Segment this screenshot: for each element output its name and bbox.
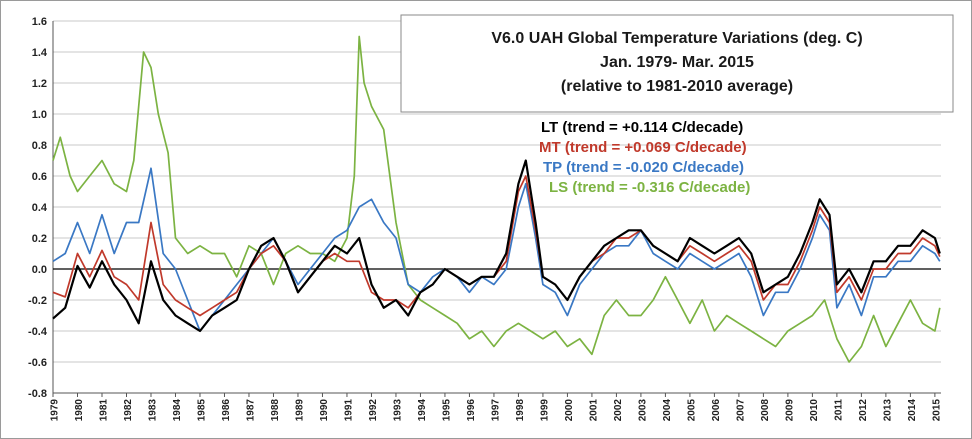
y-tick-label: 1.6 — [32, 16, 47, 28]
tick-labels: 1.6 1.4 1.2 1.0 0.8 0.6 0.4 0.2 0.0 -0.2 -0.4 -0.6 -… — [28, 16, 942, 421]
y-tick-label: -0.4 — [28, 326, 48, 338]
legend-entry-ls: LS (trend = -0.316 C/decade) — [549, 179, 750, 196]
x-tick-label: 1986 — [221, 399, 232, 422]
y-tick-label: 0.8 — [32, 140, 47, 152]
y-tick-label: -0.2 — [28, 295, 47, 307]
legend-entry-tp: TP (trend = -0.020 C/decade) — [543, 159, 744, 176]
x-tick-label: 1981 — [98, 399, 109, 422]
x-tick-label: 2002 — [613, 399, 624, 422]
x-tick-label: 2014 — [907, 399, 918, 422]
x-tick-label: 1993 — [392, 399, 403, 422]
series-line-ls — [52, 35, 941, 363]
chart-subtitle-baseline: (relative to 1981-2010 average) — [561, 78, 793, 95]
x-tick-label: 1984 — [172, 399, 183, 422]
x-tick-label: 2015 — [931, 399, 942, 422]
y-tick-label: 1.2 — [32, 78, 47, 90]
x-tick-label: 2006 — [711, 399, 722, 422]
title-box: V6.0 UAH Global Temperature Variations (… — [400, 14, 954, 113]
x-tick-label: 2003 — [637, 399, 648, 422]
x-tick-label: 1989 — [294, 399, 305, 422]
series-lines — [52, 35, 941, 363]
x-tick-label: 2005 — [686, 399, 697, 422]
y-tick-label: 1.0 — [32, 109, 47, 121]
x-tick-label: 1987 — [245, 399, 256, 422]
x-tick-label: 1988 — [270, 399, 281, 422]
title-box-frame — [400, 14, 954, 113]
x-tick-label: 2010 — [809, 399, 820, 422]
chart-subtitle-date-range: Jan. 1979- Mar. 2015 — [600, 54, 754, 71]
y-tick-label: 0.0 — [32, 264, 47, 276]
x-tick-label: 2011 — [833, 399, 844, 421]
series-line-lt — [52, 159, 941, 333]
x-tick-label: 1998 — [515, 399, 526, 422]
x-tick-label: 1991 — [343, 399, 354, 422]
chart-title: V6.0 UAH Global Temperature Variations (… — [491, 30, 862, 47]
x-tick-label: 2013 — [882, 399, 893, 422]
series-line-mt — [52, 175, 941, 317]
x-tick-label: 2008 — [760, 399, 771, 422]
legend: LT (trend = +0.114 C/decade) MT (trend =… — [539, 119, 750, 196]
x-tick-label: 1992 — [368, 399, 379, 422]
y-tick-label: -0.6 — [28, 357, 47, 369]
x-tick-label: 2004 — [662, 399, 673, 422]
x-tick-label: 2009 — [784, 399, 795, 422]
x-tick-label: 1990 — [319, 399, 330, 422]
x-tick-label: 1982 — [123, 399, 134, 422]
x-tick-label: 1996 — [466, 399, 477, 422]
y-tick-label: -0.8 — [28, 388, 47, 400]
x-tick-label: 1994 — [417, 399, 428, 422]
x-tick-label: 1995 — [441, 399, 452, 422]
x-tick-label: 1980 — [74, 399, 85, 422]
legend-entry-mt: MT (trend = +0.069 C/decade) — [539, 139, 747, 156]
x-tick-label: 1983 — [147, 399, 158, 422]
x-tick-label: 1985 — [196, 399, 207, 422]
x-tick-label: 2000 — [564, 399, 575, 422]
y-tick-label: 1.4 — [32, 47, 48, 59]
x-tick-label: 1999 — [539, 399, 550, 422]
legend-entry-lt: LT (trend = +0.114 C/decade) — [541, 119, 743, 136]
x-tick-label: 2007 — [735, 399, 746, 422]
y-tick-label: 0.4 — [32, 202, 48, 214]
x-tick-label: 2001 — [588, 399, 599, 422]
x-tick-label: 1997 — [490, 399, 501, 422]
y-tick-label: 0.6 — [32, 171, 47, 183]
x-tick-label: 2012 — [858, 399, 869, 422]
y-tick-label: 0.2 — [32, 233, 47, 245]
x-tick-label: 1979 — [49, 399, 60, 422]
